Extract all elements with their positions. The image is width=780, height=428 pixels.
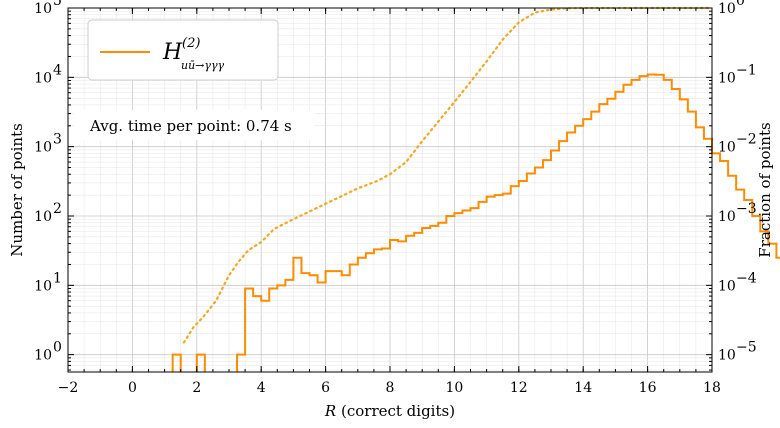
x-tick-label: 2	[192, 380, 201, 396]
y-right-tick-exponent: −5	[736, 340, 757, 356]
cumulative-fraction-series	[182, 6, 714, 344]
x-axis-variable: R	[324, 402, 336, 420]
y-left-tick-exponent: 5	[53, 0, 62, 9]
x-tick-label: 16	[639, 380, 657, 396]
y-left-tick-exponent: 1	[53, 270, 62, 286]
x-axis-title: R (correct digits)	[324, 402, 455, 420]
y-right-tick-exponent: 0	[736, 0, 745, 9]
y-right-tick-exponent: −2	[736, 132, 757, 148]
y-left-tick-label: 10	[34, 140, 52, 156]
annotation-box	[74, 110, 314, 140]
y-left-tick-exponent: 0	[53, 340, 62, 356]
y-left-tick-label: 10	[34, 348, 52, 364]
y-right-tick-exponent: −1	[736, 62, 757, 78]
legend-box	[87, 19, 279, 81]
x-tick-label: 6	[321, 380, 330, 396]
y-right-tick-label: 10	[718, 209, 736, 225]
legend-label-subscript: uū→γγγ	[181, 59, 225, 72]
y-right-tick-label: 10	[718, 348, 736, 364]
x-tick-label: 0	[128, 380, 137, 396]
legend: H (2) uū→γγγ	[87, 19, 279, 81]
y-right-tick-label: 10	[718, 140, 736, 156]
x-tick-label: 18	[703, 380, 721, 396]
cumulative-fraction-line	[182, 6, 714, 344]
x-tick-label: 8	[386, 380, 395, 396]
x-tick-label: 12	[510, 380, 528, 396]
y-axis-right-title: Fraction of points	[756, 122, 774, 257]
y-left-tick-exponent: 4	[53, 62, 62, 78]
y-right-tick-label: 10	[718, 1, 736, 17]
y-right-tick-exponent: −3	[736, 201, 757, 217]
y-left-tick-label: 10	[34, 209, 52, 225]
x-tick-label: 4	[257, 380, 266, 396]
x-axis-unit: (correct digits)	[336, 402, 455, 420]
y-right-tick-exponent: −4	[736, 270, 757, 286]
x-tick-label: 10	[445, 380, 463, 396]
y-axis-left-title: Number of points	[8, 123, 26, 257]
avg-time-annotation: Avg. time per point: 0.74 s	[89, 117, 292, 135]
legend-label-histogram: H	[162, 40, 183, 65]
histogram-step-line	[171, 73, 780, 372]
legend-label-superscript: (2)	[182, 36, 200, 51]
y-right-tick-label: 10	[718, 70, 736, 86]
y-right-tick-label: 10	[718, 278, 736, 294]
histogram-series	[171, 73, 780, 372]
x-tick-label: 14	[574, 380, 592, 396]
legend-label-base: H	[162, 40, 183, 65]
y-left-tick-label: 10	[34, 1, 52, 17]
x-tick-label: −2	[58, 380, 79, 396]
y-left-tick-label: 10	[34, 70, 52, 86]
y-left-tick-label: 10	[34, 278, 52, 294]
y-left-tick-exponent: 3	[53, 132, 62, 148]
y-left-tick-exponent: 2	[53, 201, 62, 217]
